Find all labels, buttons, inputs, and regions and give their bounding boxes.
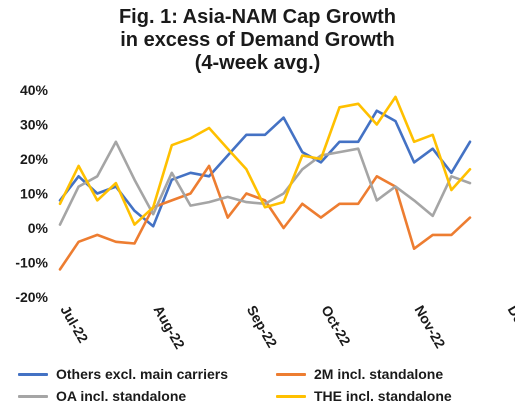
legend-item-oa: OA incl. standalone bbox=[18, 388, 186, 404]
legend-item-2m: 2M incl. standalone bbox=[276, 366, 443, 382]
x-tick-label: Oct-22 bbox=[318, 303, 354, 349]
chart-title-line-2: in excess of Demand Growth bbox=[120, 29, 395, 51]
series-line-3 bbox=[58, 140, 472, 226]
legend-label-2m: 2M incl. standalone bbox=[314, 366, 444, 382]
y-tick-label: 10% bbox=[20, 186, 49, 202]
y-tick-label: 0% bbox=[28, 220, 49, 236]
series-line-2 bbox=[58, 164, 472, 271]
series-line-1 bbox=[58, 109, 472, 228]
chart-title-line-3: (4-week avg.) bbox=[194, 52, 321, 74]
chart-title: Fig. 1: Asia-NAM Cap Growth in excess of… bbox=[0, 6, 515, 75]
legend-label-the: THE incl. standalone bbox=[314, 388, 452, 404]
x-tick-label: Nov-22 bbox=[411, 303, 448, 352]
legend-swatch-others bbox=[18, 372, 48, 376]
legend-label-others: Others excl. main carriers bbox=[56, 366, 228, 382]
legend-swatch-oa bbox=[18, 394, 48, 398]
y-tick-label: 40% bbox=[20, 82, 49, 98]
legend-label-oa: OA incl. standalone bbox=[56, 388, 187, 404]
y-tick-label: 30% bbox=[20, 117, 49, 133]
chart-legend: Others excl. main carriers 2M incl. stan… bbox=[10, 360, 510, 408]
legend-swatch-2m bbox=[276, 372, 306, 376]
x-tick-label: Jul-22 bbox=[57, 303, 91, 346]
legend-swatch-the bbox=[276, 394, 306, 398]
y-tick-label: -10% bbox=[15, 255, 48, 271]
x-tick-label: Aug-22 bbox=[151, 303, 189, 352]
y-tick-label: 20% bbox=[20, 151, 49, 167]
legend-item-the: THE incl. standalone bbox=[276, 388, 452, 404]
series-line-4 bbox=[58, 95, 472, 226]
line-chart: -20% -10% 0% 10% 20% 30% 40% Jul-22 Aug-22 Sep-22… bbox=[15, 82, 515, 352]
chart-title-line-1: Fig. 1: Asia-NAM Cap Growth bbox=[118, 6, 397, 28]
y-tick-label: -20% bbox=[15, 289, 48, 305]
x-tick-label: Sep-22 bbox=[244, 303, 281, 351]
x-tick-label: Dec-22 bbox=[505, 303, 515, 351]
legend-item-others: Others excl. main carriers bbox=[18, 366, 228, 382]
